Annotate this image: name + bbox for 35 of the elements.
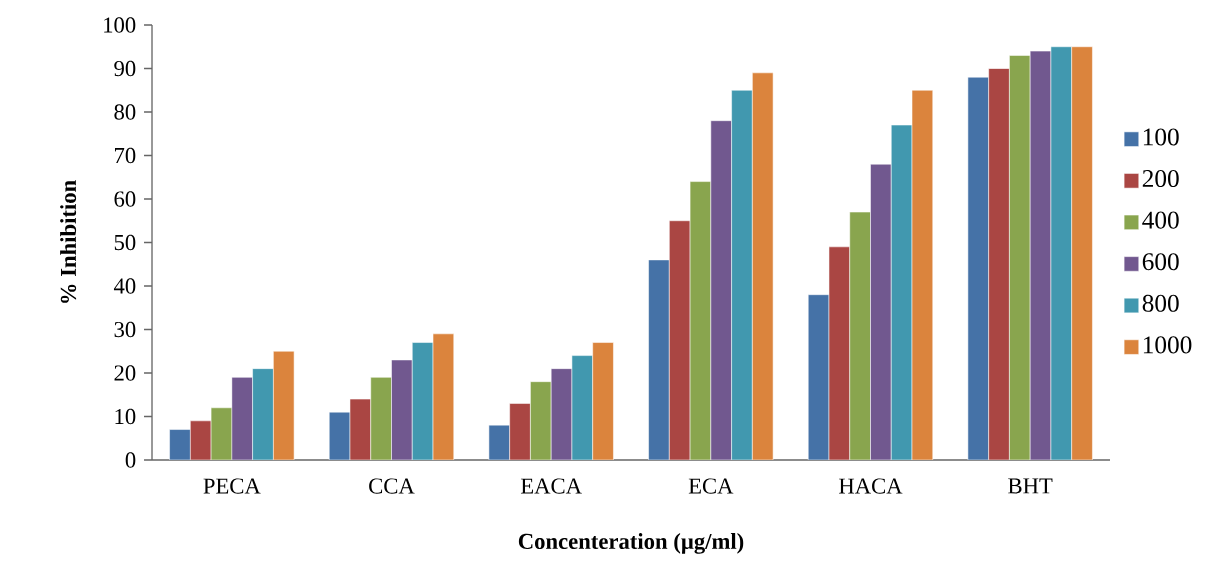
x-tick-label: PECA <box>203 478 261 494</box>
legend-label: 1000 <box>1143 336 1192 354</box>
bar <box>669 220 691 460</box>
y-tick-label: 30 <box>114 321 136 338</box>
bar <box>550 368 573 460</box>
bar <box>231 377 253 460</box>
y-tick-label: 80 <box>114 104 136 120</box>
y-tick-label: 70 <box>115 147 136 164</box>
y-tick-label: 60 <box>114 191 136 207</box>
bar <box>870 163 892 460</box>
bar <box>509 403 531 460</box>
y-tick-label: 100 <box>104 17 136 33</box>
x-tick-label: CCA <box>369 478 415 494</box>
legend-label: 600 <box>1142 253 1179 271</box>
y-tick-label: 10 <box>115 408 136 425</box>
y-tick-label: 50 <box>114 234 136 251</box>
bar <box>391 359 413 460</box>
legend-label: 100 <box>1143 128 1179 146</box>
y-tick-label: 40 <box>113 278 136 294</box>
y-tick-label: 90 <box>114 60 136 77</box>
x-tick-label: ECA <box>688 478 734 494</box>
legend-label: 200 <box>1142 170 1179 188</box>
legend-label: 400 <box>1142 211 1179 229</box>
bar <box>828 246 851 460</box>
bar <box>988 68 1010 460</box>
x-tick-label: EACA <box>520 478 582 494</box>
bar <box>710 120 732 460</box>
x-tick-label: BHT <box>1008 478 1053 494</box>
y-axis-title: % Inhibition <box>60 180 77 303</box>
y-tick-label: 20 <box>114 365 136 381</box>
legend-label: 800 <box>1142 294 1179 312</box>
y-tick-label: 0 <box>125 452 136 468</box>
x-axis-title: Concenteration (µg/ml) <box>518 533 744 554</box>
bar <box>1029 50 1052 460</box>
x-tick-label: HACA <box>839 478 903 494</box>
